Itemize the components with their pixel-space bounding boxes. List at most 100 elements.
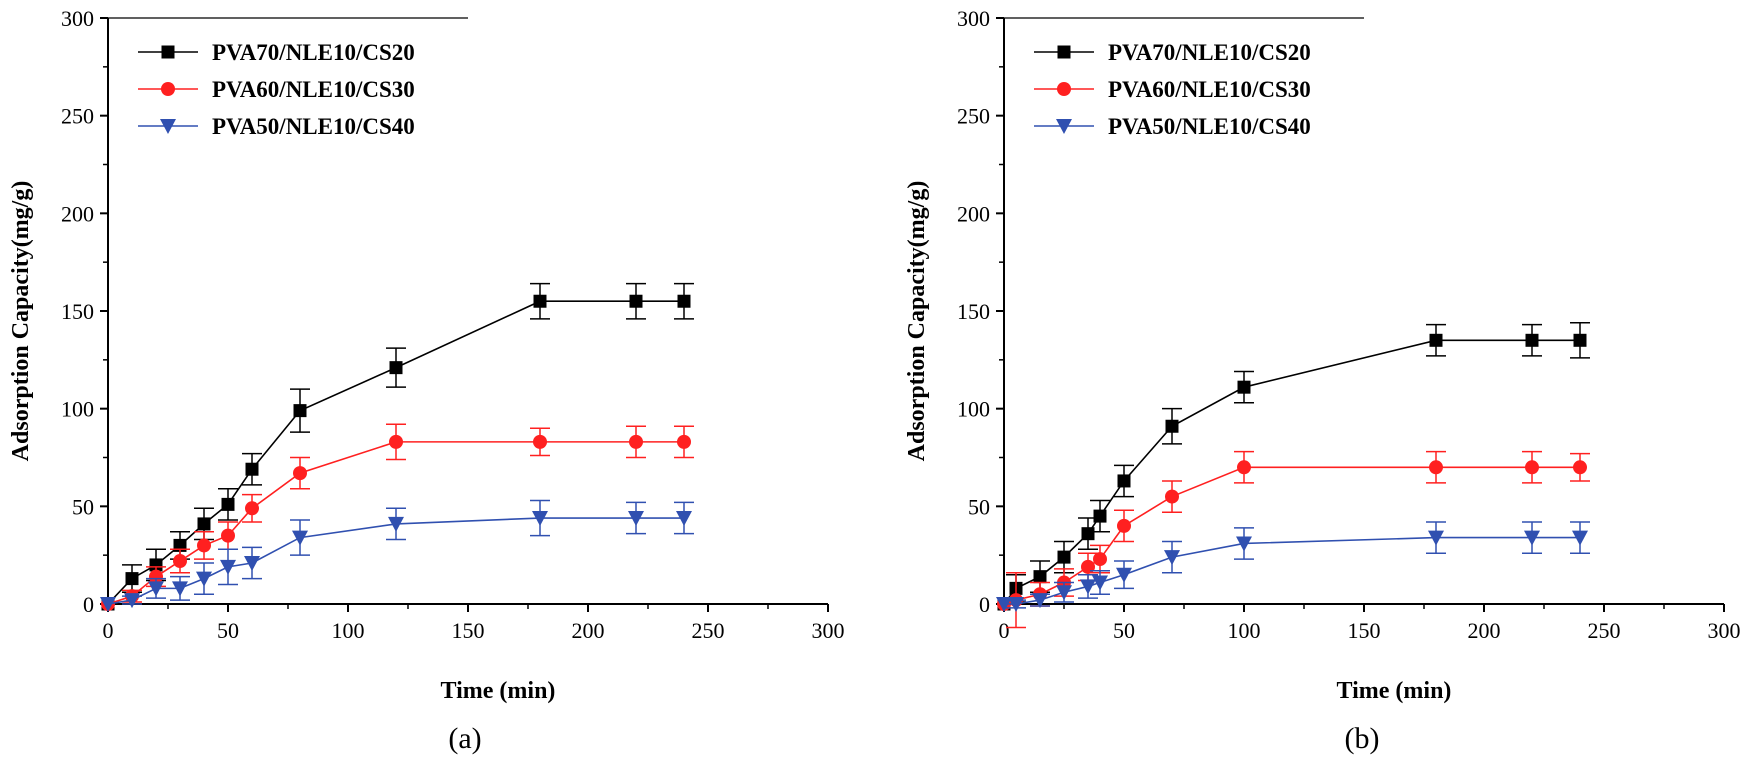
- data-point: [1573, 333, 1587, 347]
- x-axis-label: Time (min): [1337, 678, 1452, 704]
- data-point: [1429, 460, 1443, 475]
- data-point: [1525, 333, 1539, 347]
- legend-label: PVA70/NLE10/CS20: [1108, 40, 1311, 65]
- data-point: [1236, 536, 1252, 552]
- x-tick-label: 0: [999, 618, 1010, 643]
- x-tick-label: 100: [1228, 618, 1261, 643]
- data-point: [629, 434, 643, 449]
- x-tick-label: 200: [1468, 618, 1501, 643]
- data-point: [389, 361, 403, 375]
- data-point: [1165, 419, 1179, 433]
- series-3: [996, 521, 1590, 612]
- chart-panel-b: 0 50 100 150 200 250 300 0 50 100 150 200 250 300 Time…: [904, 6, 1741, 755]
- data-point: [172, 581, 188, 597]
- x-tick-label: 250: [1588, 618, 1621, 643]
- data-point: [1524, 530, 1540, 546]
- data-point: [1428, 530, 1444, 546]
- y-tick-label: 200: [61, 201, 94, 226]
- data-point: [1057, 550, 1071, 564]
- panel-caption: (b): [1345, 722, 1380, 755]
- y-tick-label: 250: [61, 104, 94, 129]
- data-point: [148, 581, 164, 597]
- data-point: [628, 511, 644, 527]
- data-point: [197, 517, 211, 531]
- data-point: [1008, 597, 1024, 612]
- data-point: [1164, 550, 1180, 566]
- data-point: [293, 404, 307, 418]
- y-tick-label: 100: [61, 397, 94, 422]
- legend-label: PVA50/NLE10/CS40: [1108, 114, 1311, 139]
- x-tick-label: 150: [452, 618, 485, 643]
- data-point: [1081, 527, 1095, 541]
- data-point: [1081, 559, 1095, 574]
- data-point: [1092, 575, 1108, 591]
- legend-marker: [1057, 82, 1071, 96]
- y-tick-label: 150: [61, 299, 94, 324]
- legend-marker: [1057, 45, 1071, 59]
- y-axis-label: Adsorption Capacity(mg/g): [8, 181, 34, 462]
- legend-marker: [161, 45, 175, 59]
- data-point: [1032, 593, 1048, 609]
- data-point: [677, 434, 691, 449]
- y-tick-label: 300: [957, 6, 990, 31]
- series-line: [1004, 536, 1580, 605]
- data-point: [196, 571, 212, 587]
- data-point: [676, 511, 692, 527]
- data-point: [389, 434, 403, 449]
- data-point: [197, 538, 211, 553]
- data-point: [1429, 333, 1443, 347]
- x-axis-label: Time (min): [441, 678, 556, 704]
- data-point: [1080, 579, 1096, 595]
- y-axis-label: Adsorption Capacity(mg/g): [904, 181, 930, 462]
- data-point: [245, 501, 259, 516]
- y-tick-label: 0: [979, 592, 990, 617]
- y-tick-label: 150: [957, 299, 990, 324]
- x-tick-label: 0: [103, 618, 114, 643]
- x-tick-label: 300: [1708, 618, 1741, 643]
- data-point: [244, 555, 260, 571]
- y-tick-label: 50: [968, 494, 990, 519]
- data-point: [173, 554, 187, 569]
- data-point: [292, 530, 308, 546]
- y-tick-label: 300: [61, 6, 94, 31]
- series-3: [100, 499, 694, 612]
- legend-label: PVA50/NLE10/CS40: [212, 114, 415, 139]
- series-line: [107, 517, 684, 605]
- data-point: [533, 294, 547, 308]
- data-point: [1237, 460, 1251, 475]
- data-point: [1237, 380, 1251, 394]
- panel-caption: (a): [448, 722, 481, 755]
- data-point: [1116, 567, 1132, 583]
- data-point: [100, 597, 116, 612]
- legend-label: PVA70/NLE10/CS20: [212, 40, 415, 65]
- data-point: [125, 572, 139, 586]
- data-point: [1117, 474, 1131, 488]
- data-point: [1573, 460, 1587, 475]
- data-point: [629, 294, 643, 308]
- data-point: [533, 434, 547, 449]
- legend-label: PVA60/NLE10/CS30: [1108, 77, 1311, 102]
- data-point: [677, 294, 691, 308]
- legend-marker: [1056, 119, 1072, 134]
- data-point: [1093, 509, 1107, 523]
- data-point: [1572, 530, 1588, 546]
- data-point: [220, 559, 236, 575]
- y-tick-label: 250: [957, 104, 990, 129]
- data-point: [1525, 460, 1539, 475]
- data-point: [1033, 570, 1047, 584]
- y-tick-label: 200: [957, 201, 990, 226]
- data-point: [388, 516, 404, 532]
- data-point: [1165, 489, 1179, 504]
- data-point: [1093, 552, 1107, 567]
- series-2: [101, 423, 694, 611]
- x-tick-label: 50: [217, 618, 239, 643]
- x-tick-label: 100: [332, 618, 365, 643]
- x-tick-label: 50: [1113, 618, 1135, 643]
- legend-label: PVA60/NLE10/CS30: [212, 77, 415, 102]
- data-point: [245, 462, 259, 476]
- x-tick-label: 250: [692, 618, 725, 643]
- y-tick-label: 100: [957, 397, 990, 422]
- x-tick-label: 150: [1348, 618, 1381, 643]
- chart-panel-a: 0 50 100 150 200 250 300 0 50 100 150 200 250 300 Time…: [8, 6, 845, 755]
